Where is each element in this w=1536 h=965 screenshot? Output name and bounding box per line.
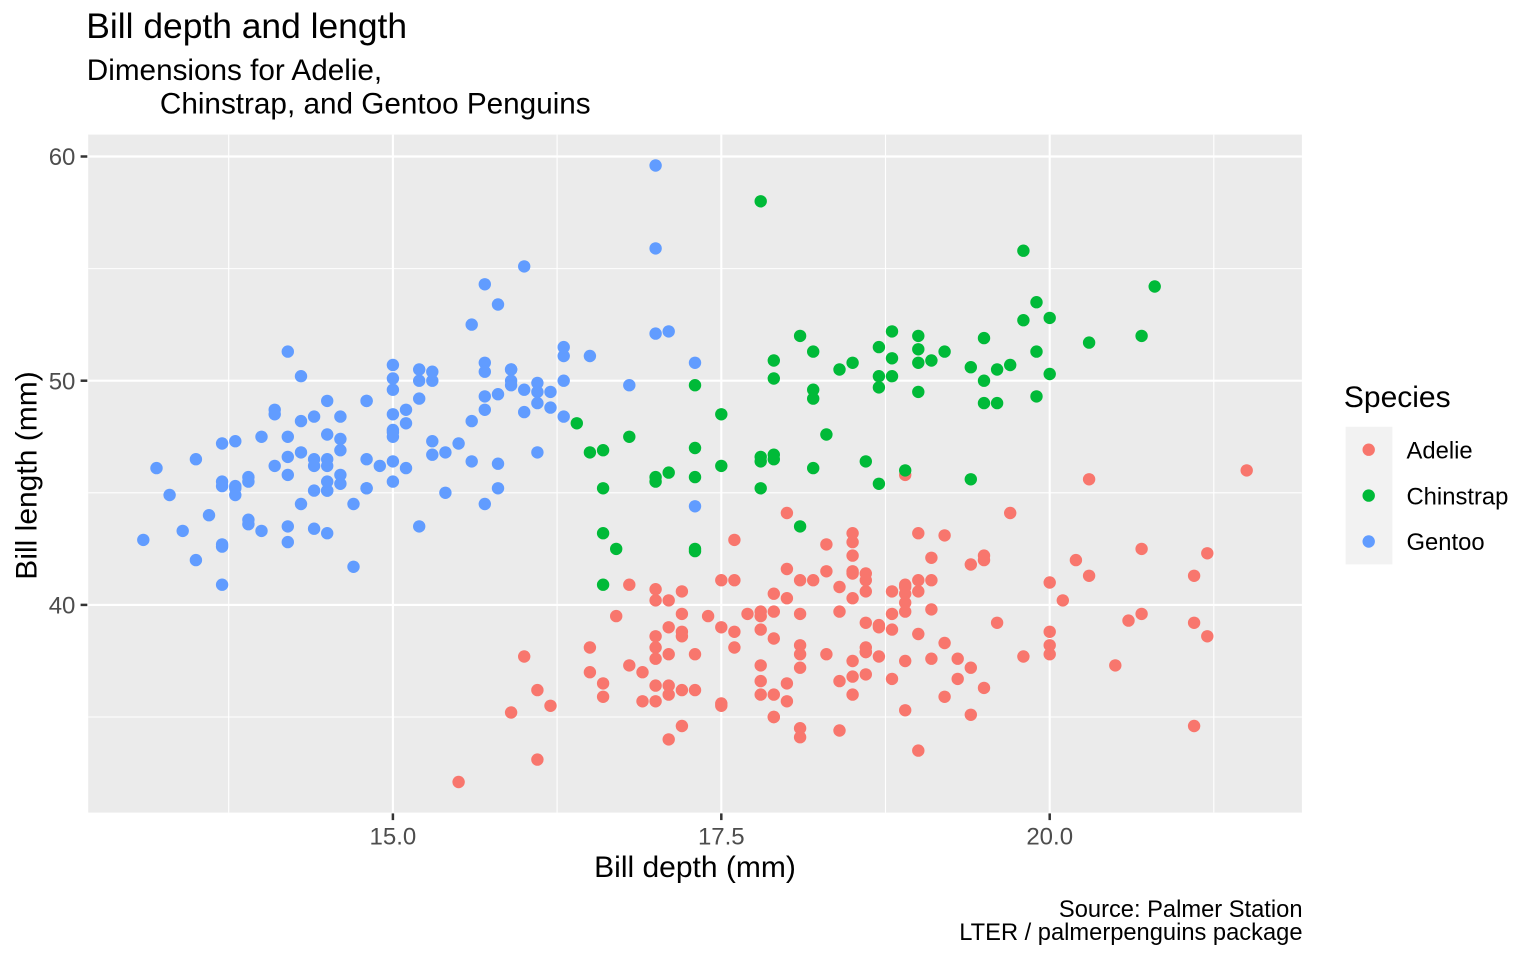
svg-text:Dimensions for Adelie,: Dimensions for Adelie,	[87, 54, 382, 87]
svg-text:Chinstrap: Chinstrap	[1407, 483, 1509, 510]
svg-text:15.0: 15.0	[370, 824, 417, 851]
svg-text:20.0: 20.0	[1026, 824, 1073, 851]
svg-text:Bill depth (mm): Bill depth (mm)	[594, 851, 796, 884]
svg-text:Chinstrap, and Gentoo Penguins: Chinstrap, and Gentoo Penguins	[160, 88, 591, 121]
svg-text:Species: Species	[1344, 381, 1451, 414]
svg-text:17.5: 17.5	[698, 824, 745, 851]
svg-text:Adelie: Adelie	[1407, 437, 1473, 464]
svg-text:Bill length (mm): Bill length (mm)	[10, 371, 43, 579]
svg-text:40: 40	[49, 593, 76, 620]
svg-text:Bill depth and length: Bill depth and length	[86, 6, 407, 46]
svg-text:60: 60	[49, 144, 76, 171]
svg-text:Gentoo: Gentoo	[1407, 529, 1485, 556]
svg-text:LTER / palmerpenguins package: LTER / palmerpenguins package	[959, 920, 1302, 946]
svg-text:Source: Palmer Station: Source: Palmer Station	[1059, 897, 1303, 923]
svg-text:50: 50	[49, 368, 76, 395]
